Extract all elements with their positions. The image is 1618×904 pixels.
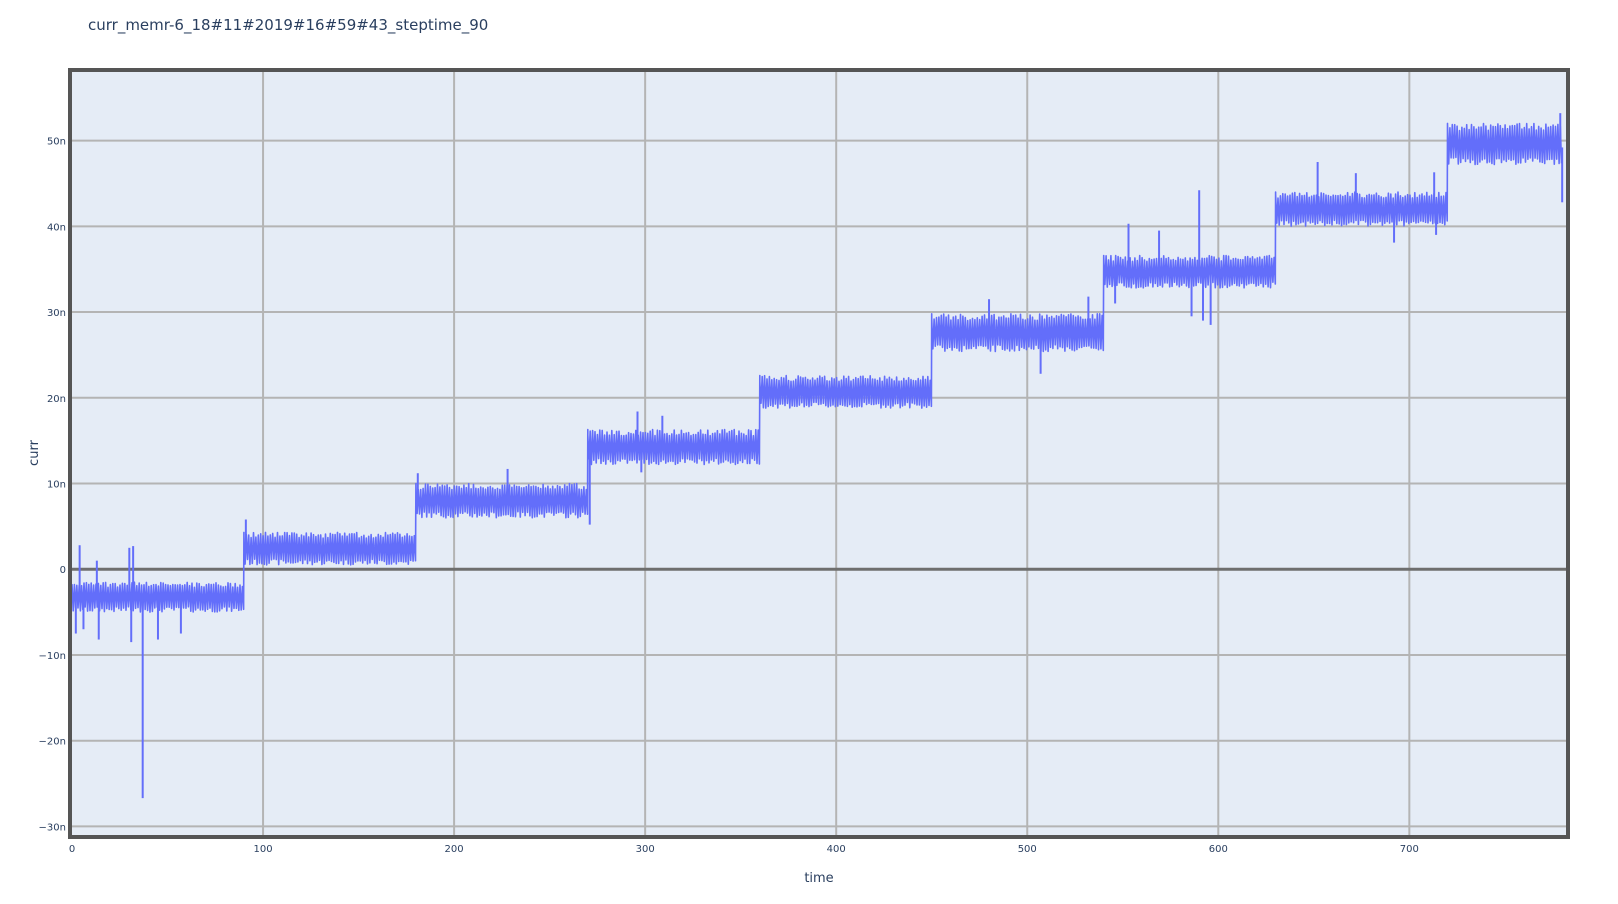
x-tick-label: 0	[69, 844, 75, 855]
plot-border	[68, 68, 1570, 839]
y-tick-label: 30n	[47, 308, 66, 319]
x-tick-label: 700	[1400, 844, 1419, 855]
gridlines	[72, 72, 1566, 835]
x-tick-label: 300	[636, 844, 655, 855]
y-tick-label: 50n	[47, 137, 66, 148]
x-tick-label: 400	[827, 844, 846, 855]
x-axis-title: time	[804, 871, 833, 886]
y-tick-label: 10n	[47, 480, 66, 491]
x-tick-label: 500	[1018, 844, 1037, 855]
chart-title: curr_memr-6_18#11#2019#16#59#43_steptime…	[88, 16, 489, 34]
y-tick-label: −10n	[39, 651, 66, 662]
y-tick-label: −20n	[39, 737, 66, 748]
y-axis-title: curr	[27, 439, 42, 466]
x-tick-label: 200	[445, 844, 464, 855]
tick-labels: 0 100 200 300 400 500 600 700 −30n −20n −10n 0 10n 20…	[39, 137, 1419, 855]
x-tick-label: 100	[254, 844, 273, 855]
plot-background	[70, 70, 1568, 837]
series-line	[71, 113, 1564, 799]
y-tick-label: 0	[60, 565, 66, 576]
series-trace	[71, 122, 1563, 613]
y-tick-label: 20n	[47, 394, 66, 405]
x-tick-label: 600	[1209, 844, 1228, 855]
y-tick-label: 40n	[47, 222, 66, 233]
y-tick-label: −30n	[39, 822, 66, 833]
